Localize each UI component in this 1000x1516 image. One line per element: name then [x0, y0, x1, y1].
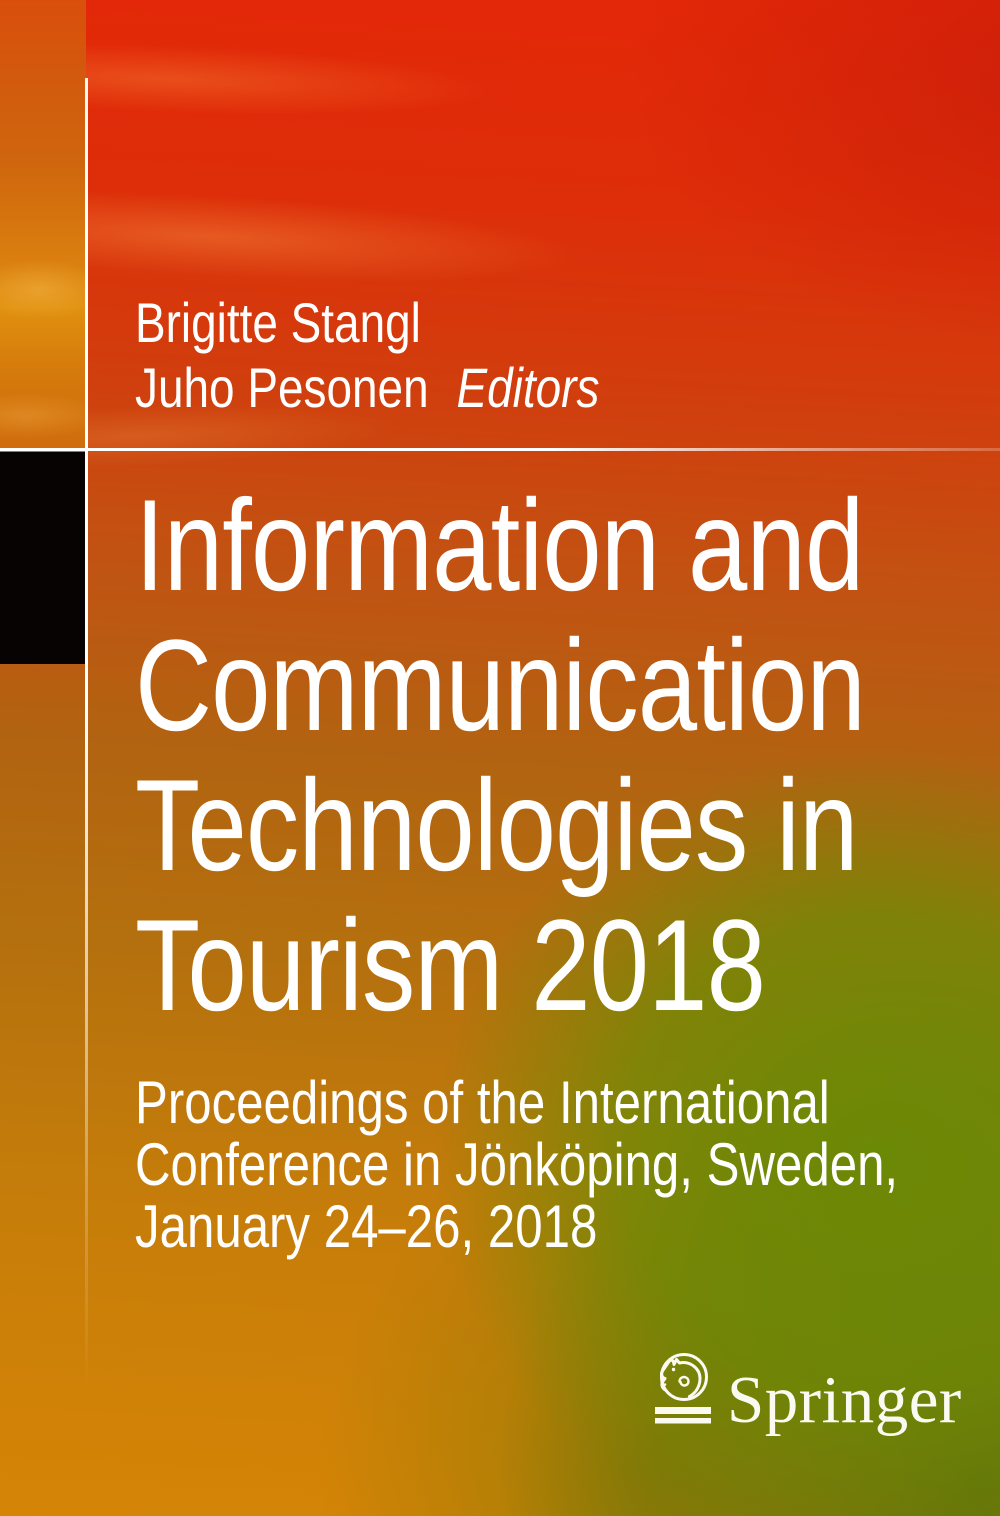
springer-horse-icon	[655, 1353, 711, 1424]
book-subtitle: Proceedings of the International Confere…	[135, 1072, 898, 1258]
publisher-name: Springer	[727, 1363, 962, 1437]
editors-label: Editors	[456, 356, 600, 419]
editors-block: Brigitte Stangl Juho Pesonen Editors	[135, 290, 599, 420]
subtitle-line-1: Proceedings of the International	[135, 1069, 830, 1136]
title-line-2: Communication	[135, 612, 866, 758]
title-line-3: Technologies in	[135, 752, 858, 898]
title-line-4: Tourism 2018	[135, 892, 766, 1038]
cover-text-column: Brigitte Stangl Juho Pesonen Editors Info…	[135, 0, 1000, 1516]
book-title: Information and Communication Technologi…	[135, 472, 866, 1038]
editor-name-1: Brigitte Stangl	[135, 291, 421, 354]
black-rectangle	[0, 452, 85, 664]
editors-line-2: Juho Pesonen Editors	[135, 355, 599, 420]
publisher-logo: Springer	[652, 1350, 962, 1434]
subtitle-line-3: January 24–26, 2018	[135, 1193, 598, 1260]
horizontal-divider-line	[0, 448, 1000, 451]
spine-strip	[0, 0, 86, 452]
vertical-divider-line	[85, 78, 88, 1388]
title-line-1: Information and	[135, 472, 864, 618]
subtitle-line-2: Conference in Jönköping, Sweden,	[135, 1131, 899, 1198]
editor-name-2: Juho Pesonen	[135, 356, 429, 419]
